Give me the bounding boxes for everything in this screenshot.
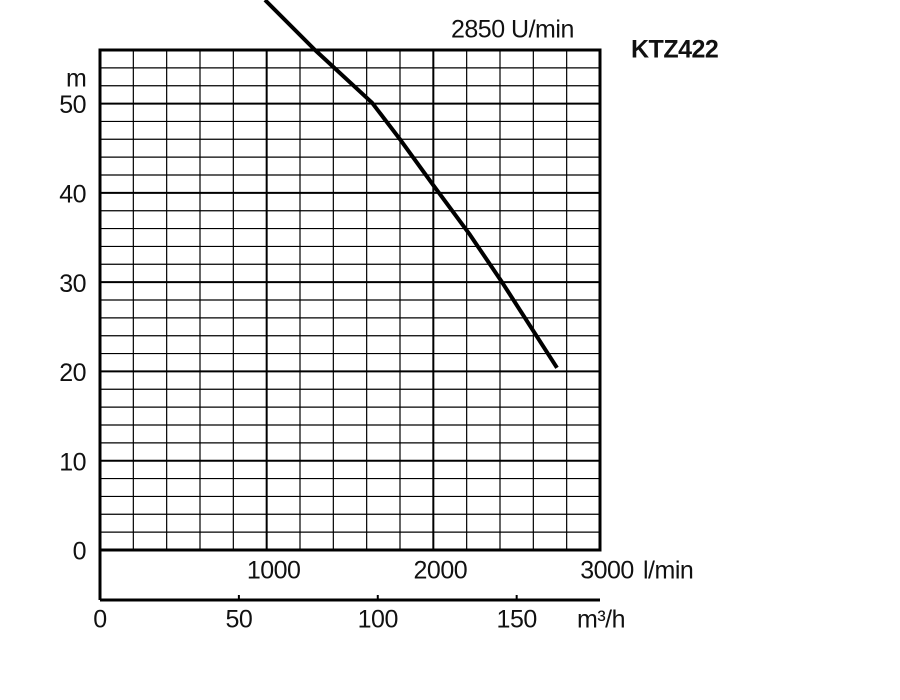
x2-tick-label: 50 [225,606,252,634]
y-tick-label: 0 [73,538,86,566]
y-tick-label: 30 [59,270,86,298]
y-axis-label: m [66,65,86,93]
x2-tick-label: 0 [93,606,106,634]
x-tick-label: 2000 [414,557,468,585]
chart-subtitle: 2850 U/min [451,16,574,44]
x2-tick-label: 150 [497,606,537,634]
x-tick-label: 3000 [580,557,634,585]
y-tick-label: 40 [59,180,86,208]
y-tick-label: 50 [59,91,86,119]
x2-axis-label: m³/h [577,606,625,634]
chart-title: KTZ422 [631,36,718,64]
pump-curve [263,0,559,369]
x-tick-label: 1000 [247,557,301,585]
x2-tick-label: 100 [358,606,398,634]
y-tick-label: 10 [59,448,86,476]
x-axis-label: l/min [643,557,693,585]
plot-frame [98,48,602,552]
y-tick-label: 20 [59,359,86,387]
